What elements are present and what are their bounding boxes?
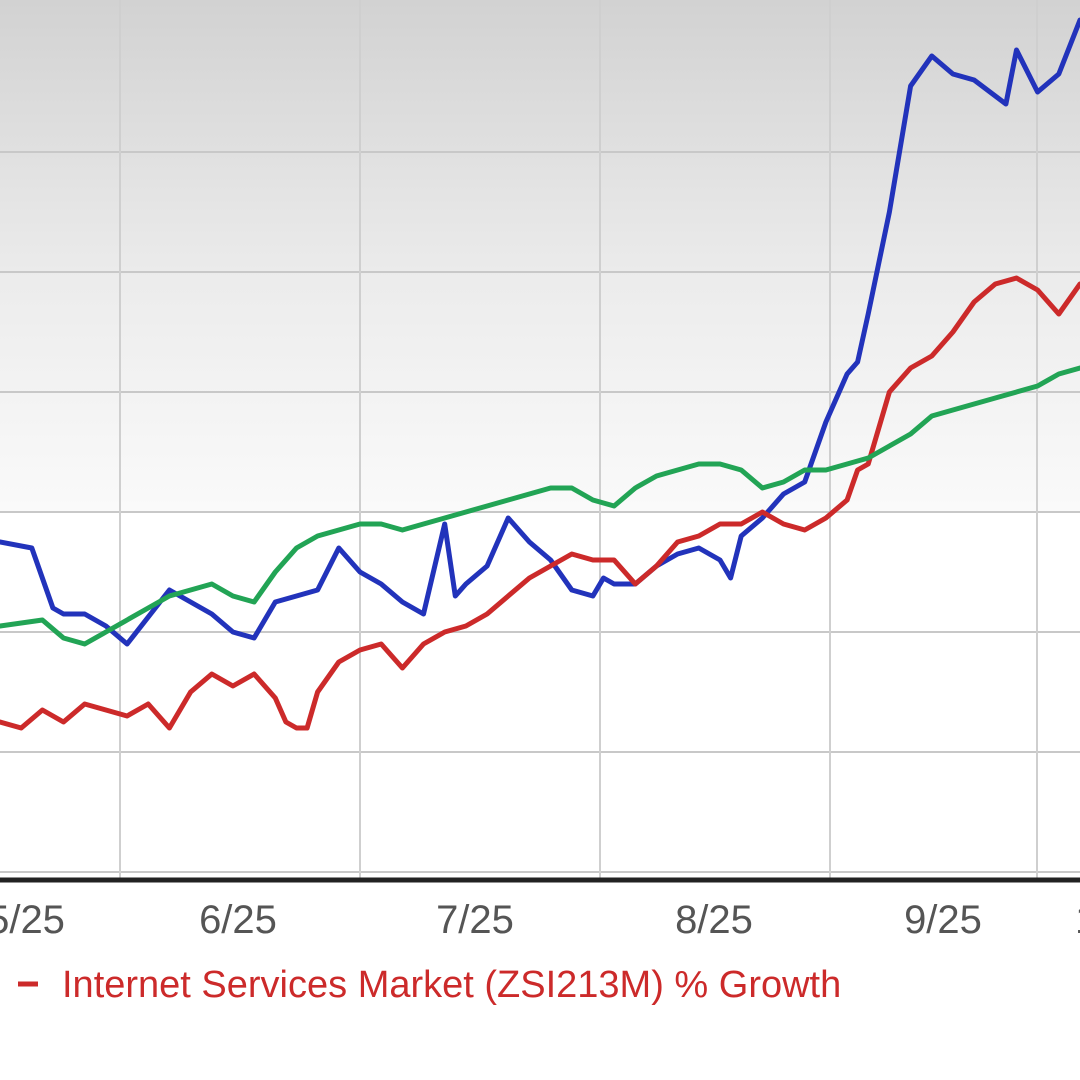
x-tick-label: 6/25 xyxy=(199,898,277,942)
x-tick-label: 9/25 xyxy=(904,898,982,942)
series-line-1 xyxy=(0,17,1080,647)
shaded-band xyxy=(0,0,1080,512)
series-line-2 xyxy=(0,275,1080,731)
series-layer xyxy=(0,17,1080,731)
legend-label: Internet Services Market (ZSI213M) % Gro… xyxy=(62,964,841,1006)
legend: Internet Services Market (ZSI213M) % Gro… xyxy=(18,964,841,1006)
x-tick-label: 10/25 xyxy=(1075,898,1080,942)
x-axis-tick-labels: 5/25 6/25 7/25 8/25 9/25 10/25 xyxy=(0,898,1080,942)
series-line-3 xyxy=(0,365,1080,647)
vertical-gridlines xyxy=(119,0,1038,878)
x-tick-label: 5/25 xyxy=(0,898,65,942)
x-tick-label: 7/25 xyxy=(436,898,514,942)
x-tick-label: 8/25 xyxy=(675,898,753,942)
